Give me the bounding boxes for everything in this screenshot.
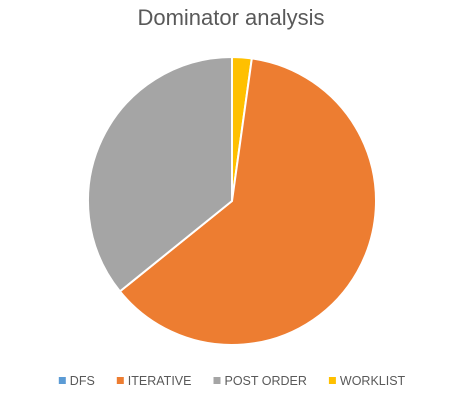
pie-slice-iterative — [118, 57, 377, 346]
legend-label: DFS — [70, 374, 95, 388]
chart-legend: DFS ITERATIVE POST ORDER WORKLIST — [58, 374, 406, 388]
legend-swatch — [58, 377, 66, 384]
legend-item-post-order: POST ORDER — [213, 374, 307, 388]
legend-swatch — [328, 377, 336, 384]
legend-swatch — [213, 377, 221, 384]
legend-label: POST ORDER — [225, 374, 307, 388]
chart-title: Dominator analysis — [137, 5, 324, 30]
legend-item-dfs: DFS — [58, 374, 95, 388]
legend-label: WORKLIST — [340, 374, 406, 388]
legend-label: ITERATIVE — [128, 374, 192, 388]
legend-item-iterative: ITERATIVE — [116, 374, 192, 388]
pie-slices — [86, 55, 377, 346]
legend-swatch — [116, 377, 124, 384]
legend-item-worklist: WORKLIST — [328, 374, 406, 388]
pie-slice-post-order — [86, 56, 233, 293]
